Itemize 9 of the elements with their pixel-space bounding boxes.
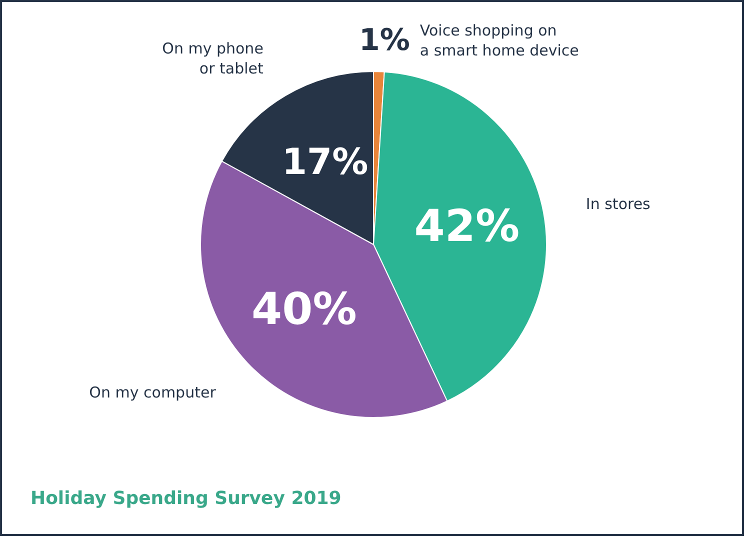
data-label: 17% [282,142,368,184]
slice-label: Voice shopping on a smart home device [420,22,579,60]
data-label: 1% [358,22,410,58]
data-label: 40% [251,284,357,336]
slice-label: In stores [586,194,651,213]
slice-label: On my computer [89,384,217,402]
text: Holiday Spending Survey 2019 [30,488,342,509]
data-label: 42% [414,201,520,252]
slice-label: On my phone or tablet [162,39,264,78]
